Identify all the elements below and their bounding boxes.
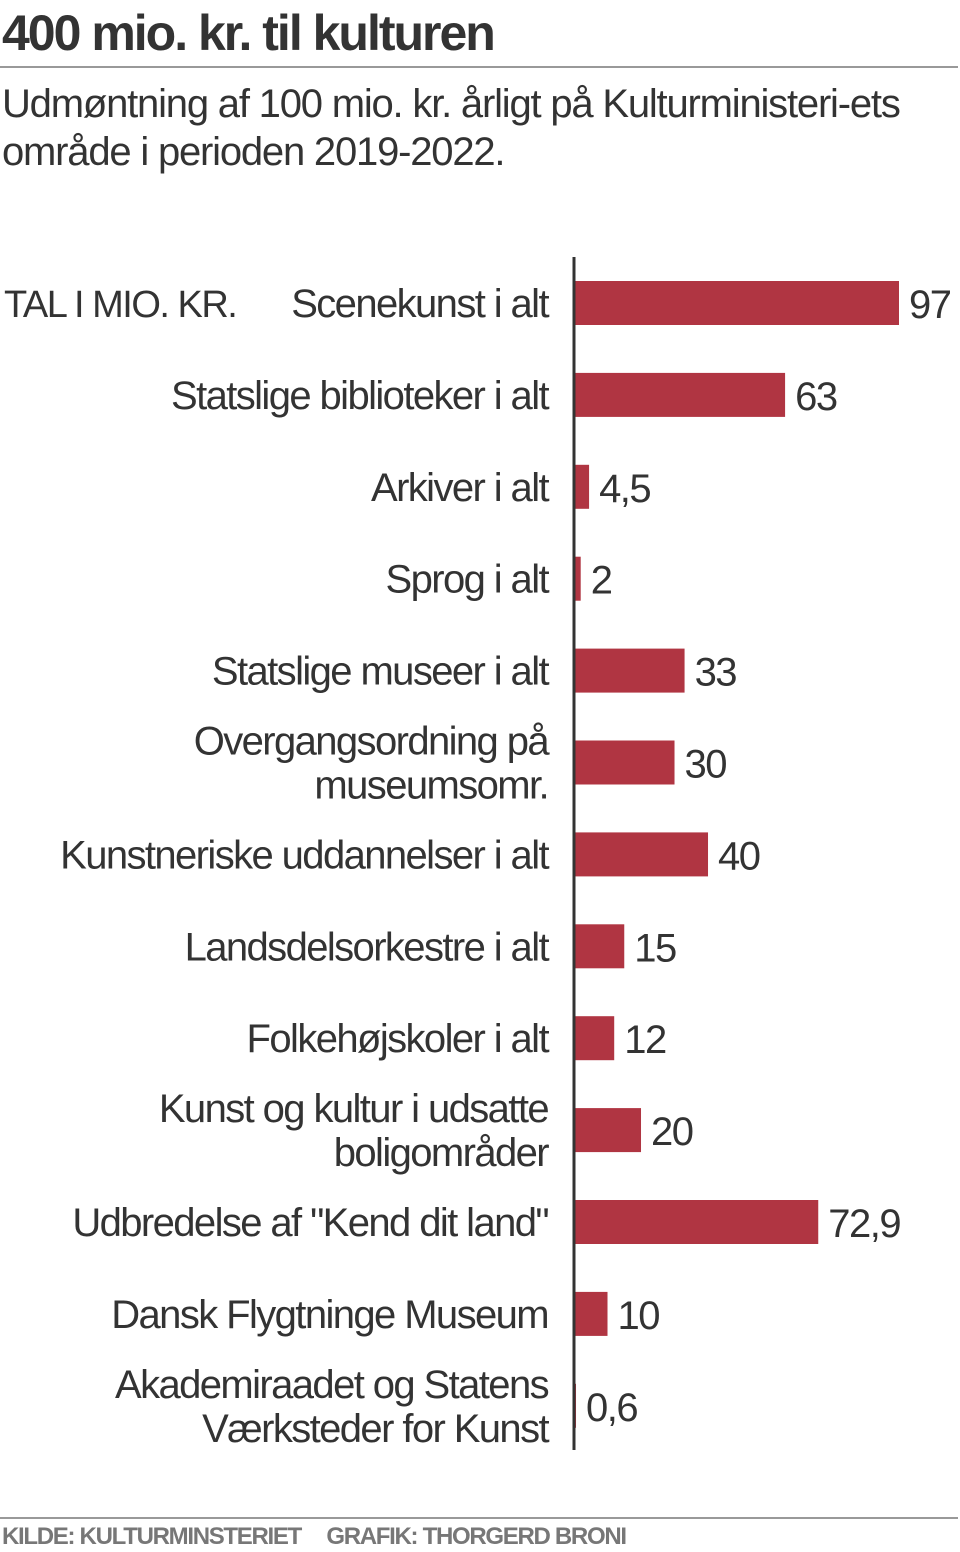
value-label: 40 (718, 834, 760, 878)
category-label: Scenekunst i alt (291, 282, 549, 326)
bar (574, 740, 675, 785)
value-label: 2 (591, 559, 612, 603)
category-label: Sprog i alt (386, 558, 550, 602)
value-label: 10 (618, 1294, 660, 1338)
value-label: 30 (685, 743, 727, 787)
bar (574, 464, 590, 509)
category-label: Statslige museer i alt (212, 650, 550, 694)
source-credit: KILDE: KULTURMINSTERIET (2, 1523, 302, 1550)
title-divider (0, 66, 958, 68)
chart-title: 400 mio. kr. til kulturen (2, 5, 496, 61)
bar (574, 281, 899, 325)
category-label: Landsdelsorkestre i alt (185, 925, 550, 969)
bar (574, 1016, 615, 1061)
bar (574, 832, 709, 877)
category-label: Statslige biblioteker i alt (171, 374, 550, 418)
bar (574, 1108, 642, 1153)
category-label: Arkiver i alt (371, 466, 549, 510)
bar (574, 648, 685, 693)
category-label: Værksteder for Kunst (202, 1407, 549, 1451)
bar-chart: 97 Scenekunst i alt 63 Statslige biblioteke… (60, 257, 952, 1451)
value-label: 12 (624, 1018, 666, 1062)
category-label: Kunstneriske uddannelser i alt (60, 833, 549, 877)
category-label: museumsomr. (314, 764, 548, 808)
value-label: 20 (651, 1110, 693, 1154)
category-label: boligområder (334, 1131, 550, 1175)
category-label: Folkehøjskoler i alt (247, 1017, 550, 1061)
bar (574, 372, 786, 417)
category-label: Kunst og kultur i udsatte (159, 1087, 548, 1131)
value-label: 0,6 (586, 1386, 637, 1430)
chart-subtitle: Udmøntning af 100 mio. kr. årligt på Kul… (2, 82, 901, 174)
category-label: Akademiraadet og Statens (115, 1363, 549, 1407)
category-label: Overgangsordning på (194, 720, 551, 764)
value-label: 15 (634, 926, 676, 970)
bar (574, 1291, 608, 1336)
bar (574, 556, 581, 601)
footer: KILDE: KULTURMINSTERIET GRAFIK: THORGERD… (2, 1523, 646, 1551)
value-label: 4,5 (599, 467, 650, 511)
bar (574, 924, 625, 969)
value-label: 97 (909, 283, 951, 327)
graphic-credit: GRAFIK: THORGERD BRONI (326, 1523, 627, 1550)
value-label: 63 (795, 375, 837, 419)
bar (574, 1200, 819, 1244)
footer-divider (0, 1517, 958, 1519)
value-label: 72,9 (828, 1202, 900, 1246)
category-label: Udbredelse af "Kend dit land" (72, 1201, 548, 1245)
value-label: 33 (695, 651, 737, 695)
unit-label: TAL I MIO. KR. (4, 284, 238, 326)
category-label: Dansk Flygtninge Museum (111, 1293, 548, 1337)
